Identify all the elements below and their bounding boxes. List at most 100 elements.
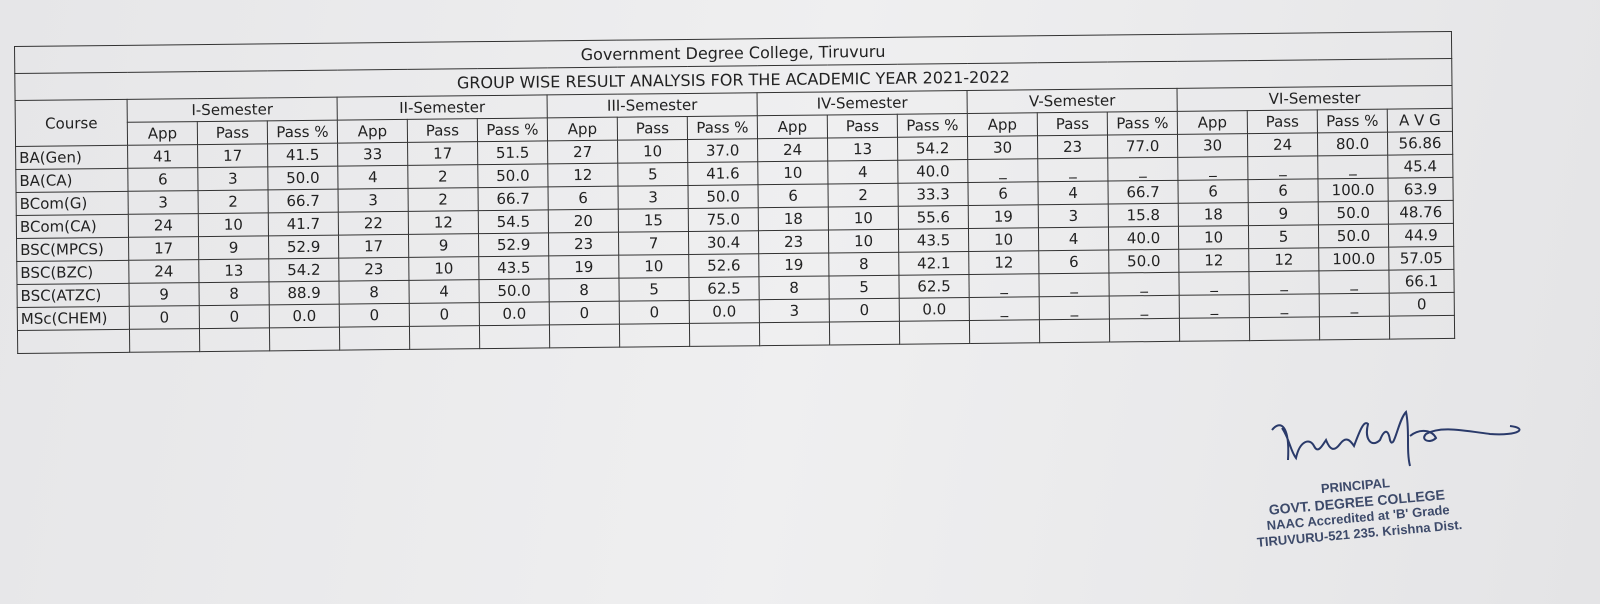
cell: 0	[619, 300, 690, 325]
cell: 52.9	[268, 235, 339, 259]
cell: _	[968, 273, 1040, 298]
cell: 0.0	[479, 301, 550, 326]
cell: 9	[1248, 201, 1319, 226]
column-header: Pass %	[1107, 111, 1178, 136]
cell: 10	[757, 160, 828, 185]
cell: 17	[197, 143, 268, 168]
cell: 9	[128, 282, 200, 307]
cell: _	[1177, 156, 1248, 181]
cell: 66.7	[268, 189, 339, 213]
empty-cell	[969, 319, 1040, 344]
column-header: Pass %	[687, 115, 758, 140]
course: BSC(MPCS)	[16, 237, 129, 262]
cell: 0	[339, 303, 410, 328]
column-header: Pass	[1247, 109, 1318, 134]
cell: 4	[1037, 181, 1109, 205]
cell: 51.5	[477, 140, 548, 165]
empty-cell	[899, 320, 970, 345]
cell: 23	[1037, 135, 1108, 159]
cell: _	[1109, 295, 1180, 320]
cell: 30	[1177, 133, 1248, 158]
cell: 50.0	[687, 184, 759, 209]
cell: _	[1039, 296, 1110, 320]
cell: 0	[199, 304, 270, 329]
column-header: App	[337, 119, 408, 144]
cell: 3	[1038, 204, 1109, 228]
cell: 43.5	[898, 228, 969, 253]
cell: _	[1319, 293, 1390, 317]
cell: 0	[409, 302, 480, 327]
cell: _	[1248, 270, 1320, 295]
cell: 62.5	[898, 274, 970, 299]
cell: 9	[198, 235, 269, 260]
cell: 10	[618, 254, 689, 279]
cell: 15	[618, 208, 689, 233]
cell: 50.0	[478, 278, 550, 303]
cell: 30.4	[688, 230, 759, 255]
cell: _	[1318, 270, 1390, 294]
cell: 0	[549, 301, 620, 325]
cell: 8	[548, 278, 620, 302]
semester-header: V-Semester	[967, 88, 1178, 114]
cell: 12	[408, 210, 479, 235]
cell: 24	[757, 137, 828, 162]
cell: 8	[758, 275, 830, 300]
cell: 2	[408, 187, 479, 212]
cell: 9	[408, 233, 479, 258]
cell: 12	[547, 163, 619, 187]
cell: 50.0	[477, 163, 549, 188]
cell: 19	[968, 204, 1039, 229]
empty-cell	[129, 328, 200, 353]
course: BA(Gen)	[15, 145, 128, 170]
empty-cell	[479, 324, 550, 349]
cell: 24	[128, 213, 199, 238]
cell: 66.7	[478, 186, 549, 211]
avg-header: A V G	[1387, 108, 1453, 133]
column-header: App	[967, 112, 1038, 137]
cell: 23	[338, 257, 409, 282]
cell: 17	[128, 236, 199, 261]
cell: 5	[828, 275, 900, 299]
cell: 8	[198, 281, 270, 306]
cell: _	[1038, 273, 1110, 297]
course: BCom(G)	[16, 191, 129, 216]
empty-cell	[199, 327, 270, 352]
cell: 50.0	[1318, 224, 1389, 248]
column-header: App	[1177, 110, 1248, 135]
cell: 0.0	[689, 299, 760, 324]
cell: 42.1	[898, 251, 969, 276]
cell: 40.0	[897, 159, 968, 184]
course: BSC(BZC)	[16, 260, 129, 285]
result-table: Government Degree College, Tiruvuru GROUP…	[14, 31, 1455, 354]
cell: 2	[198, 189, 269, 214]
empty-cell	[1389, 315, 1455, 340]
semester-header: IV-Semester	[757, 90, 968, 116]
empty-cell	[829, 321, 900, 345]
cell: 20	[548, 209, 619, 233]
cell: 0.0	[269, 304, 340, 328]
cell: 22	[338, 211, 409, 236]
cell: 52.9	[478, 232, 549, 257]
course: MSc(CHEM)	[17, 306, 130, 331]
column-header: Pass %	[1317, 109, 1388, 133]
cell: 33.3	[897, 182, 969, 207]
cell: 6	[757, 183, 829, 208]
column-header: Pass %	[897, 113, 968, 138]
cell: 50.0	[1108, 249, 1179, 274]
cell: 6	[967, 181, 1039, 206]
cell: 3	[128, 190, 199, 215]
empty-cell	[1319, 316, 1390, 340]
course: BA(CA)	[15, 168, 129, 193]
empty-cell	[17, 329, 130, 354]
cell: 41	[127, 144, 198, 169]
cell: 56.86	[1387, 131, 1453, 156]
column-header: Pass	[827, 114, 898, 138]
cell: _	[969, 296, 1040, 321]
cell: 80.0	[1317, 132, 1388, 156]
column-header: Pass	[407, 118, 478, 143]
cell: 4	[337, 165, 409, 190]
cell: 48.76	[1388, 200, 1454, 225]
cell: 44.9	[1388, 223, 1454, 248]
cell: 10	[617, 139, 688, 164]
